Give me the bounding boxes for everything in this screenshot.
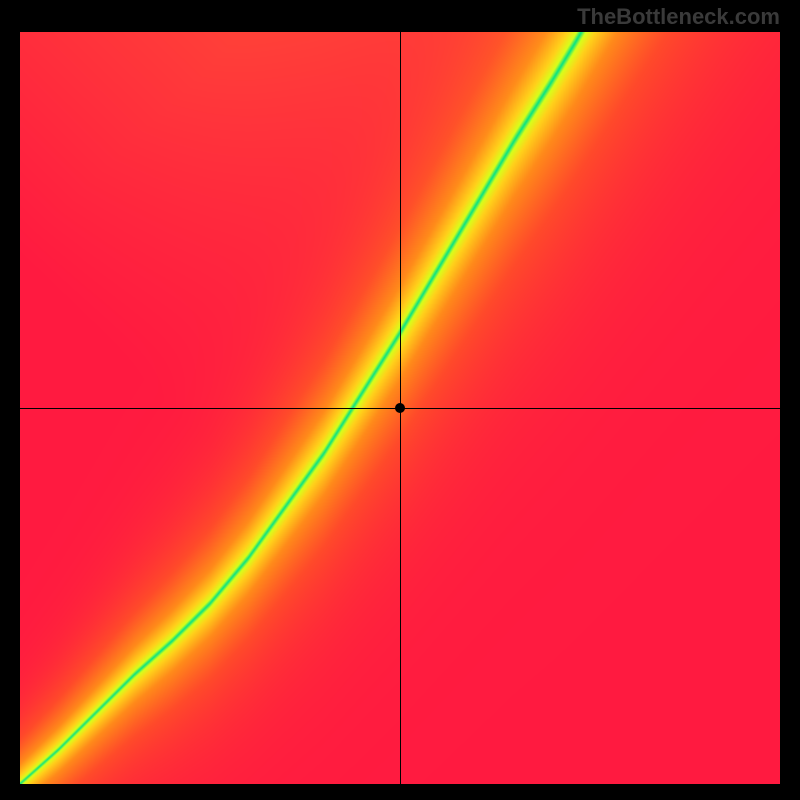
plot-frame xyxy=(20,32,780,784)
chart-container: TheBottleneck.com xyxy=(0,0,800,800)
center-marker-dot xyxy=(395,403,405,413)
watermark-text: TheBottleneck.com xyxy=(577,4,780,30)
